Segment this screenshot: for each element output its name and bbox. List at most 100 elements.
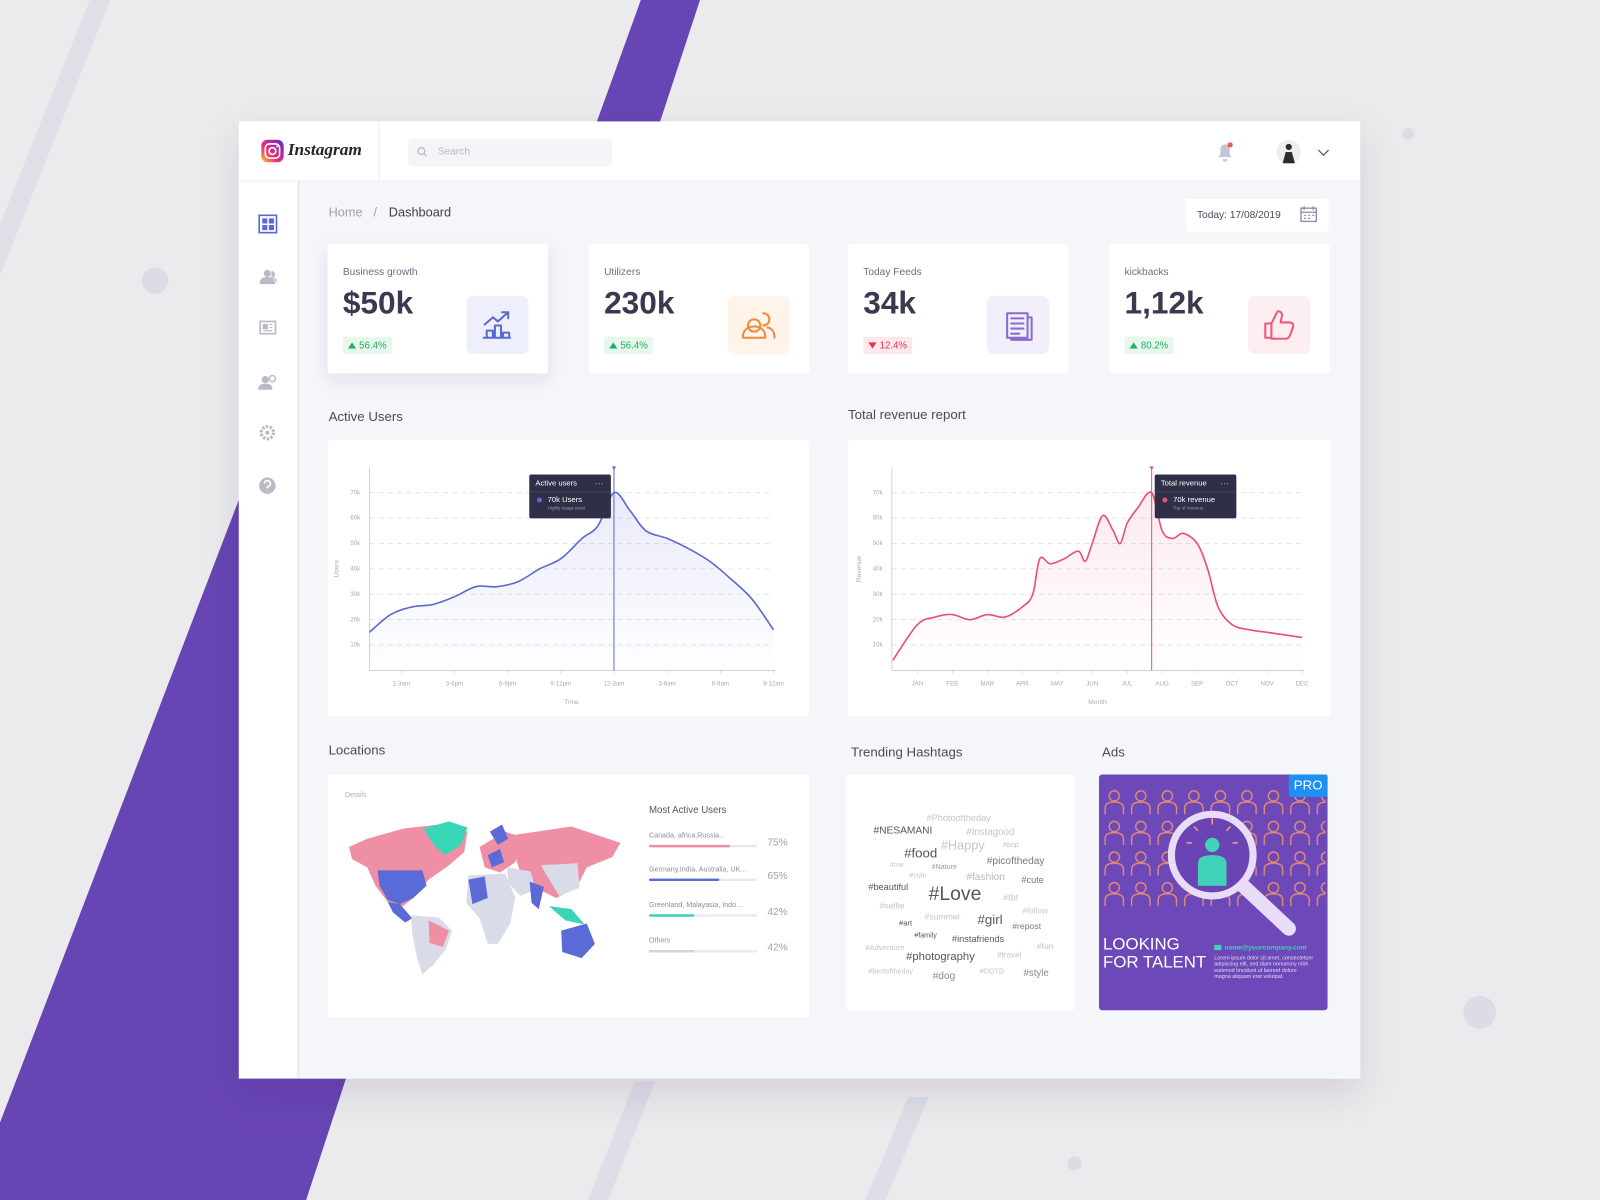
y-tick-label: 70k [350,489,361,496]
hashtag: #follow [1022,906,1047,915]
x-tick-label: 6-9am [712,680,729,687]
hashtag: #photography [906,951,975,963]
x-tick-label: FEB [946,680,958,687]
hashtag: #travel [997,950,1022,959]
ad-email: name@yourcompany.com [1224,945,1306,952]
pro-badge-text: PRO [1294,778,1323,793]
background-stripe [587,1081,656,1200]
nav-icon [259,477,276,494]
location-value: 75% [767,838,787,849]
search-icon [423,153,427,157]
hashtag: #family [914,932,937,940]
hashtags-panel [845,774,1075,1011]
change-badge [342,336,392,355]
ad-body: euismod tincidunt ut laoreet dolore [1214,968,1296,974]
hashtag: #Instagood [966,827,1014,838]
nav-icon [259,270,278,285]
location-value: 42% [767,907,787,918]
location-bar [648,844,731,848]
nav-icon [259,320,277,335]
stat-icon [1006,312,1033,341]
location-label: Others [649,937,671,945]
nav-help[interactable] [259,477,276,494]
map-region [387,902,413,923]
stat-label: Business growth [343,267,418,278]
section-title: Trending Hashtags [851,745,963,760]
ad-headline: LOOKING [1103,934,1180,953]
change-arrow [609,342,618,349]
tooltip-box [1154,474,1237,519]
nav-icon [262,218,274,231]
map-region [529,881,544,910]
background-stripe [0,0,111,276]
hashtag: #Adventure [865,943,904,952]
tooltip-dot [536,497,543,503]
date-picker[interactable]: Today: 17/08/2019 [1185,198,1329,232]
ad-banner[interactable]: PRO LOOKING FOR TALENT name@yourcompany.… [1098,774,1328,1011]
nav-users[interactable] [259,269,278,285]
nav-dashboard[interactable] [258,214,278,234]
notifications[interactable] [1218,142,1233,162]
y-tick-label: 30k [350,591,361,598]
change-badge [863,336,913,355]
location-label: Greenland, Malayasia, Indo... [649,901,742,909]
logo[interactable]: Instagram [261,139,362,163]
x-tick-label: JUL [1122,680,1133,687]
map-region [428,920,449,947]
nav-icon [263,479,272,492]
nav-icon [258,214,278,234]
notification-dot [1227,142,1233,148]
y-tick-label: 20k [350,616,361,623]
section-title: Ads [1102,745,1125,760]
hashtag: #summer [924,912,960,922]
x-tick-label: 3-6pm [446,680,463,687]
change-value: 56.4% [359,340,387,351]
user-menu[interactable] [1276,139,1330,165]
map-region [548,906,585,925]
x-tick-label: OCT [1226,680,1239,687]
nav-icon [265,430,270,435]
dropdown-chevron[interactable] [1317,149,1330,157]
location-value: 65% [767,871,787,882]
stat-label: Today Feeds [863,267,921,278]
chart-title: Total revenue report [848,407,966,422]
nav-icon [259,424,276,441]
x-tick-label: NOV [1260,680,1274,687]
tooltip-value: 70k Users [548,495,583,504]
hashtag: #OOTD [980,967,1005,975]
y-tick-label: 60k [873,515,884,522]
change-badge [604,336,654,355]
stat-label: kickbacks [1124,267,1168,278]
pro-badge [1288,774,1328,797]
nav-icon [268,374,277,383]
location-bar [648,914,695,917]
hashtag: #cute [909,871,926,879]
stat-value: 34k [863,284,916,320]
hashtag: #girl [978,912,1003,927]
nav-settings[interactable] [259,424,276,441]
search-box[interactable]: Search [408,138,613,167]
line-series [368,491,775,633]
nav-feeds[interactable] [259,320,277,335]
x-axis-label: Time [564,699,579,706]
date-box[interactable] [1185,198,1329,232]
calendar-icon [1300,207,1317,223]
ad-body: Lorem ipsum dolor sit amet, consectetuer [1214,956,1313,962]
hashtag: #fun [1037,941,1054,951]
search-field[interactable] [408,138,613,167]
line-series [892,491,1303,661]
world-map [348,821,621,975]
y-tick-label: 40k [350,565,361,572]
breadcrumb-item[interactable]: Home [329,205,363,220]
ad-person [1205,837,1220,853]
hashtag: #Love [929,883,982,905]
x-tick-label: MAR [980,680,994,687]
logo-text: Instagram [287,140,362,159]
change-value: 80.2% [1141,340,1169,351]
change-arrow [868,342,877,349]
nav-account[interactable] [258,374,277,390]
background-stripe [865,1096,929,1200]
stat-value: $50k [343,284,414,320]
sidebar-border [296,180,300,1079]
